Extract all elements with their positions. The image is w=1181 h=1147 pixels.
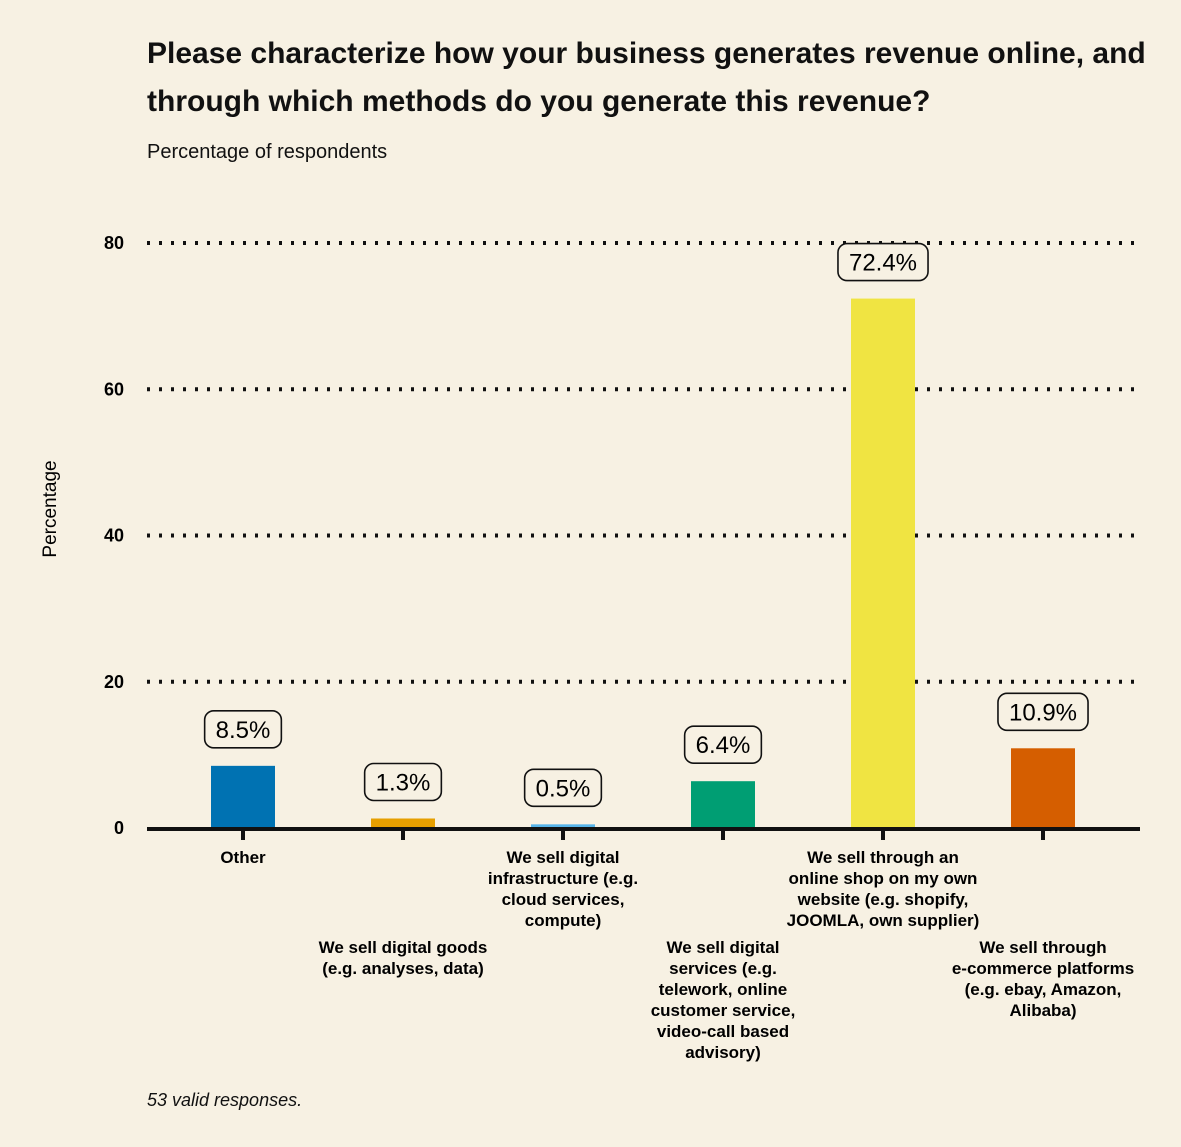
data-labels: 8.5% 1.3% 0.5% 6.4% 72.4% 10.9% (203, 242, 1089, 808)
y-tick-label: 80 (104, 233, 124, 253)
data-label-box (837, 242, 929, 282)
x-tick-label: We sell digital infrastructure (e.g. cloud… (488, 848, 638, 930)
axes: 0 20 40 60 80 Percentage Other We sell digital … (40, 233, 1140, 1062)
data-label: 1.3% (363, 762, 443, 802)
data-label-text: 1.3% (376, 769, 431, 796)
data-label: 6.4% (683, 725, 763, 765)
data-label-box (203, 710, 283, 749)
bar (211, 765, 275, 828)
data-label-box (683, 725, 763, 765)
y-tick-label: 20 (104, 672, 124, 692)
x-tick-label: We sell digital services (e.g. telework, o… (651, 938, 796, 1062)
y-tick-label: 60 (104, 379, 124, 399)
x-tick-label: We sell digital goods (e.g. analyses, dat… (319, 938, 488, 978)
chart-subtitle: Percentage of respondents (147, 141, 388, 163)
data-label: 0.5% (523, 768, 603, 808)
chart-title: Please characterize how your business ge… (147, 37, 1146, 118)
data-label-text: 8.5% (216, 717, 271, 744)
bar (531, 824, 595, 828)
x-tick-label: We sell through an online shop on my own w… (787, 848, 980, 930)
x-tick-label: We sell through e-commerce platforms (e.g.… (952, 938, 1134, 1020)
bar (851, 298, 915, 828)
data-label-text: 72.4% (849, 250, 917, 277)
data-label-text: 10.9% (1009, 699, 1077, 726)
data-label: 8.5% (203, 710, 283, 749)
bar (691, 781, 755, 828)
y-tick-label: 0 (114, 818, 124, 838)
data-label-box (363, 762, 443, 802)
bar (1011, 748, 1075, 828)
data-label: 72.4% (837, 242, 929, 282)
data-label-box (997, 692, 1089, 732)
y-tick-label: 40 (104, 526, 124, 546)
data-label-text: 0.5% (536, 775, 591, 802)
data-label-box (523, 768, 603, 808)
data-label-text: 6.4% (696, 732, 751, 759)
y-axis-label: Percentage (40, 460, 61, 557)
data-label: 10.9% (997, 692, 1089, 732)
gridlines (147, 241, 1140, 684)
bar (371, 818, 435, 828)
footnote: 53 valid responses. (147, 1090, 303, 1110)
x-tick-label: Other (220, 848, 266, 867)
bars (211, 298, 1075, 828)
